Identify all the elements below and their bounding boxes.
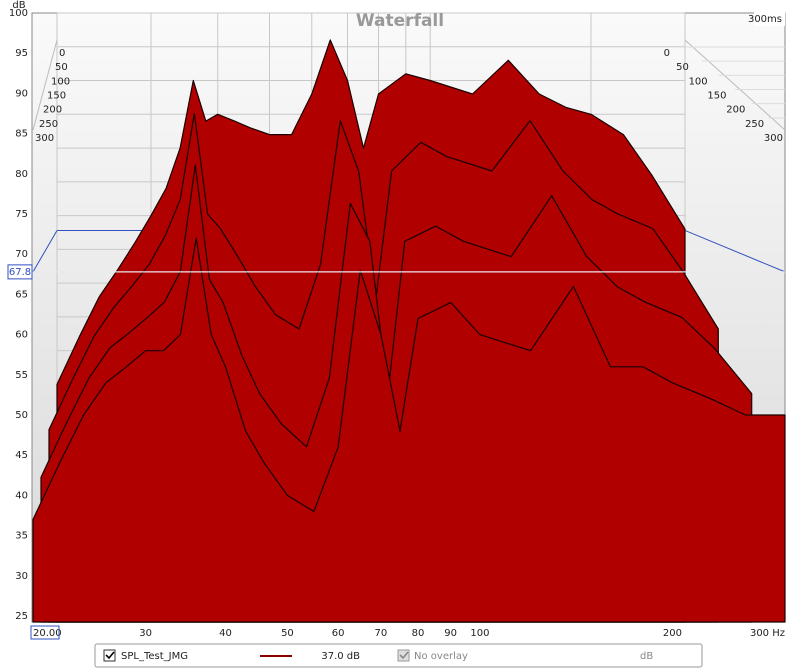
z-tick-label: 0 bbox=[664, 48, 670, 59]
z-tick-label: 250 bbox=[39, 119, 58, 130]
cursor-label: 67.8 bbox=[9, 267, 31, 278]
y-tick-label: 95 bbox=[15, 48, 28, 59]
z-tick-label: 100 bbox=[51, 76, 70, 87]
y-tick-label: 65 bbox=[15, 289, 28, 300]
y-tick-label: 25 bbox=[15, 611, 28, 622]
depth-axis bbox=[684, 39, 786, 131]
z-tick-label: 150 bbox=[47, 91, 66, 102]
check-mark bbox=[105, 651, 115, 660]
overlay-checkbox[interactable] bbox=[397, 649, 410, 662]
z-tick-label: 0 bbox=[59, 48, 65, 59]
x-start-box bbox=[30, 625, 60, 640]
z-end-label: 300ms bbox=[748, 14, 782, 25]
y-tick-label: 35 bbox=[15, 531, 28, 542]
y-tick-label: 45 bbox=[15, 450, 28, 461]
x-tick-label: 90 bbox=[444, 628, 457, 639]
z-tick-label: 300 bbox=[764, 133, 783, 144]
x-tick-label: 200 bbox=[663, 628, 682, 639]
y-unit: dB bbox=[12, 0, 25, 11]
chart-title: Waterfall bbox=[356, 11, 444, 31]
z-tick-label: 50 bbox=[55, 62, 68, 73]
y-tick-label: 30 bbox=[15, 571, 28, 582]
x-tick-label: 60 bbox=[332, 628, 345, 639]
overlay-check bbox=[399, 651, 409, 660]
y-tick-label: 70 bbox=[15, 249, 28, 260]
x-tick-label: 40 bbox=[219, 628, 232, 639]
checkbox[interactable] bbox=[103, 649, 116, 662]
y-tick-label: 85 bbox=[15, 129, 28, 140]
y-tick-label: 90 bbox=[15, 88, 28, 99]
y-tick-label: 60 bbox=[15, 330, 28, 341]
legend-level: 37.0 dB bbox=[321, 651, 360, 662]
z-end-box bbox=[754, 12, 785, 26]
legend-name: SPL_Test_JMG bbox=[121, 651, 188, 662]
y-tick-label: 40 bbox=[15, 490, 28, 501]
z-tick-label: 50 bbox=[676, 62, 689, 73]
legend-overlay: No overlay bbox=[414, 651, 468, 662]
x-tick-label: 30 bbox=[139, 628, 152, 639]
y-tick-label: 100 bbox=[9, 8, 28, 19]
legend-unit: dB bbox=[640, 651, 653, 662]
z-tick-label: 200 bbox=[43, 105, 62, 116]
x-tick-label: 300 Hz bbox=[750, 628, 785, 639]
legend: SPL_Test_JMG 37.0 dB No overlay dB bbox=[94, 643, 703, 668]
x-tick-label: 80 bbox=[412, 628, 425, 639]
y-tick-label: 75 bbox=[15, 209, 28, 220]
waterfall-slice bbox=[32, 237, 786, 623]
y-tick-label: 55 bbox=[15, 370, 28, 381]
z-tick-label: 150 bbox=[707, 91, 726, 102]
z-tick-label: 100 bbox=[689, 76, 708, 87]
x-tick-label: 70 bbox=[375, 628, 388, 639]
x-tick-label: 20.00 bbox=[33, 628, 62, 639]
z-tick-label: 250 bbox=[745, 119, 764, 130]
x-tick-label: 100 bbox=[470, 628, 489, 639]
z-tick-label: 300 bbox=[35, 133, 54, 144]
z-tick-label: 200 bbox=[726, 105, 745, 116]
y-tick-label: 80 bbox=[15, 169, 28, 180]
depth-axis bbox=[32, 39, 58, 131]
x-tick-label: 50 bbox=[281, 628, 294, 639]
cursor-box bbox=[7, 264, 33, 280]
y-tick-label: 50 bbox=[15, 410, 28, 421]
